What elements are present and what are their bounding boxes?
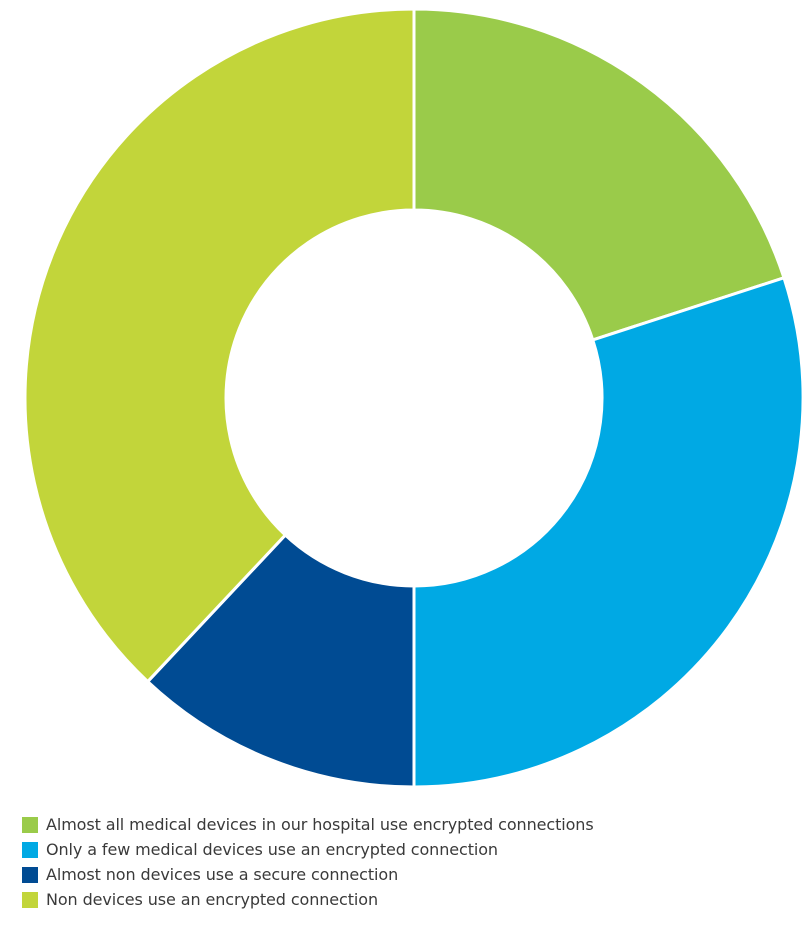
- legend-label: Non devices use an encrypted connection: [46, 890, 378, 909]
- legend-label: Only a few medical devices use an encryp…: [46, 840, 498, 859]
- donut-chart: [23, 7, 805, 789]
- donut-slice: [145, 532, 416, 789]
- donut-slice: [412, 7, 786, 342]
- legend-item: Almost non devices use a secure connecti…: [22, 862, 802, 887]
- legend-label: Almost all medical devices in our hospit…: [46, 815, 594, 834]
- donut-slice: [412, 275, 805, 789]
- legend-label: Almost non devices use a secure connecti…: [46, 865, 399, 884]
- legend-swatch: [22, 866, 38, 883]
- donut-chart-svg: [23, 7, 805, 789]
- legend-swatch: [22, 816, 38, 833]
- legend-item: Non devices use an encrypted connection: [22, 887, 802, 912]
- legend-swatch: [22, 891, 38, 908]
- chart-legend: Almost all medical devices in our hospit…: [22, 812, 802, 912]
- legend-swatch: [22, 841, 38, 858]
- legend-item: Almost all medical devices in our hospit…: [22, 812, 802, 837]
- donut-slice: [23, 7, 416, 684]
- legend-item: Only a few medical devices use an encryp…: [22, 837, 802, 862]
